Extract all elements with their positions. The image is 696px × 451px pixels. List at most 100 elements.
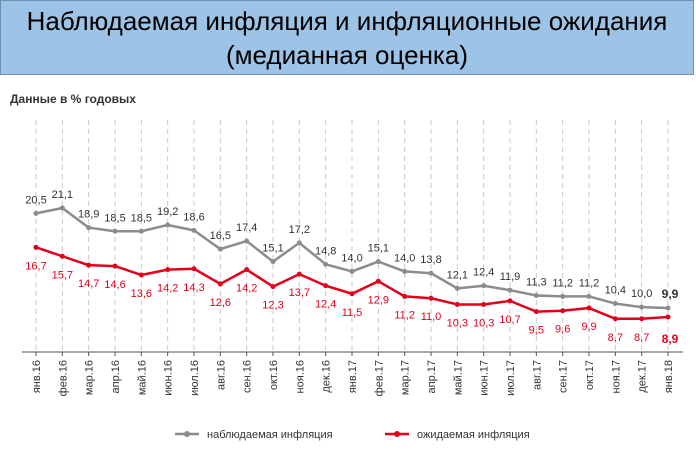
expected-point: [86, 262, 92, 268]
x-tick-label: авг.16: [215, 360, 227, 390]
expected-point: [612, 316, 618, 322]
expected-data-label: 9,9: [581, 321, 596, 333]
x-tick-label: май.17: [452, 360, 464, 395]
expected-point: [244, 267, 250, 273]
expected-point: [349, 291, 355, 297]
x-tick-label: окт.17: [584, 360, 596, 390]
observed-point: [33, 210, 39, 216]
expected-point: [586, 305, 592, 311]
observed-point: [112, 228, 118, 234]
observed-point: [59, 205, 65, 211]
x-tick-label: фев.17: [373, 360, 385, 396]
observed-point: [428, 270, 434, 276]
observed-data-label: 16,5: [210, 230, 231, 242]
x-tick-label: апр.16: [110, 360, 122, 393]
x-tick-label: янв.18: [663, 360, 675, 393]
x-tick-label: июл.16: [189, 360, 201, 396]
expected-data-label: 8,7: [608, 332, 623, 344]
observed-data-label: 18,6: [183, 211, 204, 223]
expected-point: [323, 283, 329, 289]
observed-point: [217, 246, 223, 252]
expected-data-label: 9,6: [555, 324, 570, 336]
legend-observed-label: наблюдаемая инфляция: [207, 429, 333, 441]
expected-data-label: 10,3: [473, 317, 494, 329]
expected-point: [217, 281, 223, 287]
x-tick-label: мар.16: [84, 360, 96, 395]
expected-point: [454, 301, 460, 307]
observed-point: [323, 261, 329, 267]
observed-data-label: 10,0: [631, 288, 652, 300]
x-tick-label: фев.16: [57, 360, 69, 396]
observed-data-label: 14,8: [315, 245, 336, 257]
chart-title-line1: Наблюдаемая инфляция и инфляционные ожид…: [26, 6, 668, 36]
x-tick-label: окт.16: [268, 360, 280, 390]
expected-point: [296, 271, 302, 277]
expected-point: [507, 298, 513, 304]
expected-point: [428, 295, 434, 301]
expected-point: [191, 266, 197, 272]
expected-point: [270, 284, 276, 290]
expected-point: [165, 267, 171, 273]
x-tick-label: янв.17: [347, 360, 359, 393]
x-tick-label: янв.16: [31, 360, 43, 393]
observed-data-label: 11,9: [500, 271, 521, 283]
observed-point: [244, 238, 250, 244]
chart-title-banner: Наблюдаемая инфляция и инфляционные ожид…: [0, 0, 694, 75]
observed-point: [86, 225, 92, 231]
observed-data-label: 11,2: [579, 277, 600, 289]
expected-data-label: 13,6: [131, 288, 152, 300]
observed-point: [533, 293, 539, 299]
legend-expected-label: ожидаемая инфляция: [417, 429, 530, 441]
expected-data-label: 8,9: [662, 332, 679, 346]
legend-expected-marker: [394, 431, 400, 437]
observed-point: [296, 240, 302, 246]
expected-data-label: 14,2: [236, 283, 257, 295]
observed-data-label: 18,5: [131, 212, 152, 224]
observed-data-label: 9,9: [662, 287, 679, 301]
observed-data-label: 12,4: [473, 267, 494, 279]
expected-data-label: 14,6: [104, 279, 125, 291]
expected-point: [375, 278, 381, 284]
observed-data-label: 18,5: [104, 212, 125, 224]
x-tick-label: июн.17: [479, 360, 491, 396]
observed-point: [402, 268, 408, 274]
legend-observed-marker: [184, 431, 190, 437]
expected-point: [481, 301, 487, 307]
observed-point: [349, 268, 355, 274]
expected-data-label: 14,7: [78, 278, 99, 290]
x-tick-label: авг.17: [531, 360, 543, 390]
observed-data-label: 14,0: [341, 252, 362, 264]
expected-data-label: 12,9: [368, 294, 389, 306]
chart-title-line2: (медианная оценка): [226, 40, 468, 70]
observed-point: [454, 285, 460, 291]
x-tick-label: сен.17: [558, 360, 570, 393]
observed-data-label: 13,8: [420, 254, 441, 266]
observed-data-label: 10,4: [605, 285, 626, 297]
x-tick-label: сен.16: [242, 360, 254, 393]
observed-data-label: 12,1: [447, 269, 468, 281]
x-tick-label: июн.16: [163, 360, 175, 396]
observed-data-label: 15,1: [262, 243, 283, 255]
x-tick-label: апр.17: [426, 360, 438, 393]
expected-point: [33, 244, 39, 250]
expected-point: [665, 314, 671, 320]
expected-point: [533, 309, 539, 315]
x-tick-label: дек.17: [637, 360, 649, 393]
expected-data-label: 10,3: [447, 317, 468, 329]
observed-point: [586, 293, 592, 299]
expected-data-label: 15,7: [52, 269, 73, 281]
x-tick-label: ноя.16: [294, 360, 306, 393]
expected-point: [59, 253, 65, 259]
expected-point: [402, 293, 408, 299]
observed-point: [560, 293, 566, 299]
observed-point: [375, 259, 381, 265]
observed-point: [612, 301, 618, 307]
observed-data-label: 14,0: [394, 252, 415, 264]
expected-data-label: 11,0: [421, 311, 442, 323]
x-tick-label: июл.17: [505, 360, 517, 396]
observed-point: [270, 259, 276, 265]
x-tick-label: дек.16: [321, 360, 333, 393]
observed-data-label: 20,5: [25, 194, 46, 206]
